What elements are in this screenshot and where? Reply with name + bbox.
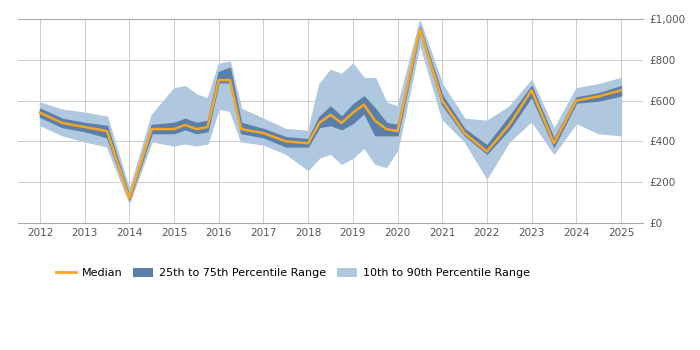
Median xyxy=(527,88,536,92)
Median xyxy=(80,125,89,129)
Median xyxy=(572,98,580,103)
Median xyxy=(461,131,469,135)
Median xyxy=(337,121,346,125)
Median xyxy=(225,78,234,82)
Median xyxy=(371,119,379,123)
Median xyxy=(36,111,44,115)
Median xyxy=(315,121,323,125)
Median xyxy=(125,196,134,201)
Median xyxy=(259,131,267,135)
Median xyxy=(193,127,201,131)
Median xyxy=(170,127,178,131)
Median xyxy=(393,129,402,133)
Median xyxy=(281,139,290,144)
Median xyxy=(416,27,424,31)
Median xyxy=(148,127,156,131)
Median xyxy=(382,127,391,131)
Median xyxy=(326,113,335,117)
Line: Median: Median xyxy=(40,29,621,198)
Median xyxy=(483,149,491,154)
Median xyxy=(550,141,558,146)
Median xyxy=(349,111,357,115)
Median xyxy=(181,123,190,127)
Median xyxy=(304,141,312,146)
Median xyxy=(214,78,223,82)
Legend: Median, 25th to 75th Percentile Range, 10th to 90th Percentile Range: Median, 25th to 75th Percentile Range, 1… xyxy=(52,263,534,282)
Median xyxy=(594,94,603,99)
Median xyxy=(204,125,212,129)
Median xyxy=(237,127,245,131)
Median xyxy=(103,129,111,133)
Median xyxy=(360,103,368,107)
Median xyxy=(58,121,66,125)
Median xyxy=(505,123,513,127)
Median xyxy=(617,88,625,92)
Median xyxy=(438,98,447,103)
